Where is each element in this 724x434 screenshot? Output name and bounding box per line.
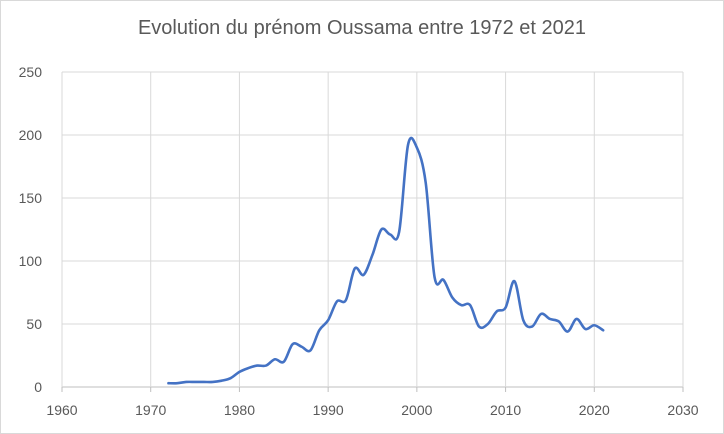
x-tick-label: 2000	[401, 402, 432, 418]
data-point	[416, 146, 419, 149]
series-line	[167, 136, 605, 385]
data-point	[460, 304, 463, 307]
data-point	[469, 304, 472, 307]
data-point	[540, 313, 543, 316]
series-layer	[167, 136, 605, 385]
data-point	[220, 379, 223, 382]
data-point	[282, 361, 285, 364]
axis-labels: 0 50 100 150 200 250 1960 1970 1980 1990 2000 2010 2…	[19, 64, 699, 418]
y-tick-label: 200	[19, 127, 43, 143]
data-point	[212, 381, 215, 384]
data-point	[176, 382, 179, 385]
data-point	[327, 319, 330, 322]
data-point	[229, 377, 232, 380]
data-point	[602, 329, 605, 332]
data-point	[318, 329, 321, 332]
x-tick-label: 2020	[579, 402, 610, 418]
data-point	[433, 276, 436, 279]
x-tick-label: 1970	[135, 402, 166, 418]
x-tick-label: 1990	[313, 402, 344, 418]
data-point	[167, 382, 170, 385]
data-point	[336, 300, 339, 303]
data-point	[575, 318, 578, 321]
data-point	[389, 233, 392, 236]
data-point	[300, 345, 303, 348]
y-tick-label: 250	[19, 64, 43, 80]
x-tick-label: 2030	[667, 402, 698, 418]
data-point	[353, 267, 356, 270]
y-tick-label: 50	[26, 316, 42, 332]
data-point	[371, 253, 374, 256]
x-tick-label: 1980	[224, 402, 255, 418]
chart-title: Evolution du prénom Oussama entre 1972 e…	[137, 17, 587, 39]
y-tick-label: 150	[19, 190, 43, 206]
data-point	[291, 343, 294, 346]
data-point	[513, 280, 516, 283]
data-point	[451, 296, 454, 299]
data-point	[380, 228, 383, 231]
data-point	[442, 279, 445, 282]
data-point	[487, 323, 490, 326]
data-point	[478, 325, 481, 328]
y-tick-label: 0	[34, 379, 42, 395]
data-point	[247, 367, 250, 370]
data-point	[558, 320, 561, 323]
data-point	[424, 182, 427, 185]
data-point	[549, 318, 552, 321]
x-tick-label: 1960	[46, 402, 77, 418]
data-point	[566, 330, 569, 333]
y-tick-label: 100	[19, 253, 43, 269]
data-point	[495, 310, 498, 313]
grid-lines	[61, 71, 684, 392]
data-point	[593, 324, 596, 327]
data-point	[362, 274, 365, 277]
data-point	[203, 381, 206, 384]
data-point	[584, 328, 587, 331]
data-point	[274, 358, 277, 361]
data-point	[504, 306, 507, 309]
data-point	[345, 299, 348, 302]
data-point	[194, 381, 197, 384]
data-point	[522, 319, 525, 322]
data-point	[309, 349, 312, 352]
data-point	[265, 364, 268, 367]
data-point	[531, 325, 534, 328]
data-point	[398, 231, 401, 234]
x-tick-label: 2010	[490, 402, 521, 418]
data-point	[238, 371, 241, 374]
data-point	[185, 381, 188, 384]
data-point	[407, 144, 410, 147]
data-point	[256, 364, 259, 367]
